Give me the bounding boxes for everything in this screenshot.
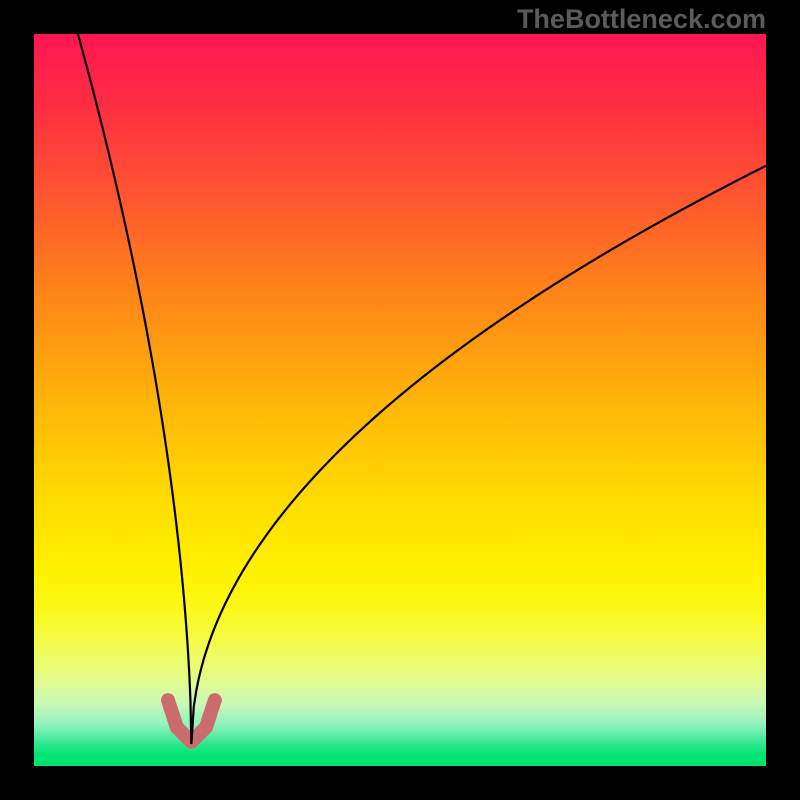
watermark-text: TheBottleneck.com <box>517 4 766 35</box>
chart-svg <box>0 0 800 800</box>
v-curve <box>78 34 766 744</box>
